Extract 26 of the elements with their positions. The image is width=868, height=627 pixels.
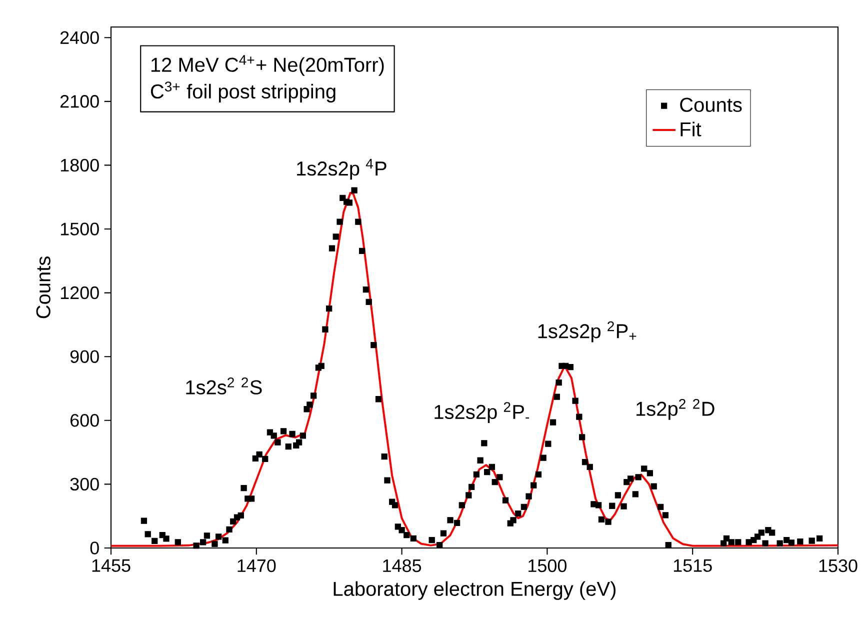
y-tick-label: 2400 [60,31,99,44]
legend-label: Fit [680,122,702,136]
x-tick-label: 1530 [819,559,858,572]
x-tick-label: 1485 [383,559,422,572]
x-tick-label: 1515 [674,559,712,572]
annotation: 1s2s2p $^{2}$P$_{+}$ [538,321,636,342]
x-tick-label: 1500 [528,559,567,572]
annotation: 1s2p$^{2 2}$D [636,398,714,420]
x-axis-title: Laboratory electron Energy (eV) [334,581,616,600]
y-tick-label: 0 [90,542,99,554]
y-tick-label: 900 [70,350,99,363]
y-tick-label: 2100 [60,95,99,108]
annotation: C$^{3+}$ foil post stripping [150,82,336,102]
annotation: 1s2s2p $^{4}$P [297,158,386,180]
y-tick-label: 300 [70,478,99,491]
y-tick-label: 1500 [60,222,99,236]
x-tick-label: 1455 [92,559,130,572]
x-tick-label: 1470 [238,559,276,572]
y-tick-label: 1200 [60,286,99,300]
annotation: 12 MeV C$^{4+}$+ Ne(20mTorr) [151,55,384,76]
y-tick-label: 1800 [60,158,99,172]
y-axis-title: Counts [36,256,50,318]
annotation: 1s2s2p $^{2}$P$_{-}$ [434,402,530,423]
y-tick-label: 600 [70,414,99,427]
annotation: 1s2s$^{2 2}$S [186,377,262,394]
legend-label: Counts [680,98,742,112]
